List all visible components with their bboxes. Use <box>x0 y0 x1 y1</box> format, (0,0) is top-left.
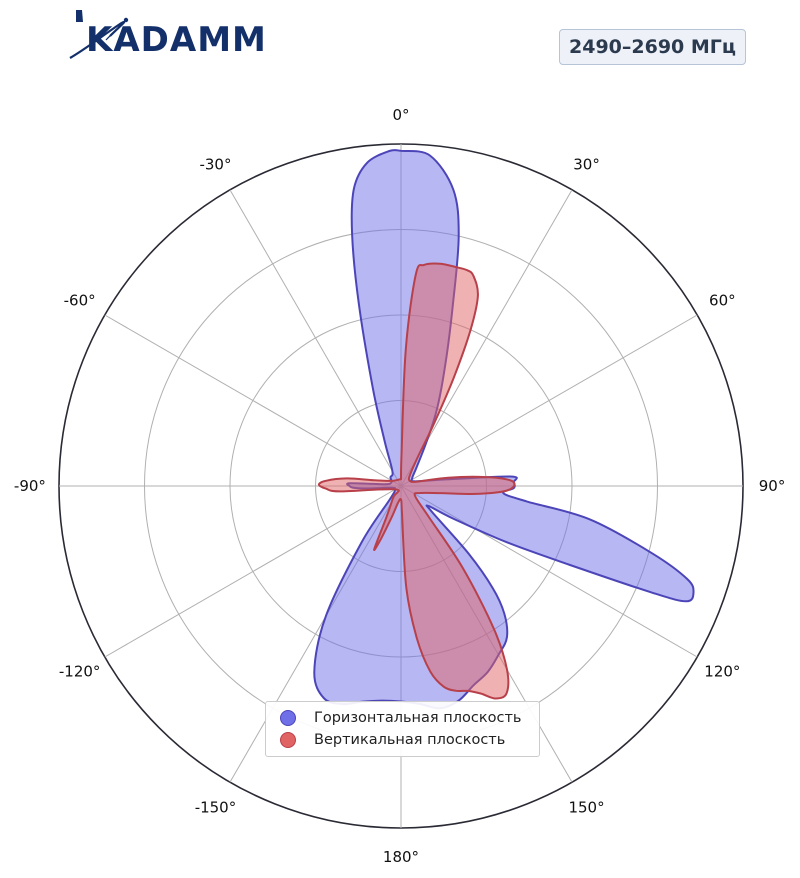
theta-tick-label: -30° <box>199 156 231 174</box>
theta-tick-label: -60° <box>64 291 96 309</box>
brand-logo <box>62 6 262 62</box>
theta-tick-label: 180° <box>383 848 419 866</box>
frequency-badge: 2490–2690 МГц <box>559 29 746 65</box>
theta-tick-label: -90° <box>14 477 46 495</box>
theta-tick-label: 30° <box>573 156 600 174</box>
series-vertical-area <box>317 262 516 700</box>
polar-spoke <box>104 485 402 658</box>
legend-label-horizontal: Горизонтальная плоскость <box>314 710 522 726</box>
legend-label-vertical: Вертикальная плоскость <box>314 732 506 748</box>
legend-item-horizontal: Горизонтальная плоскость <box>280 707 521 729</box>
polar-spoke <box>104 314 402 487</box>
legend-swatch-vertical <box>280 732 296 748</box>
series-layer <box>313 149 695 710</box>
theta-tick-label: 90° <box>759 477 786 495</box>
polar-spoke <box>400 314 698 487</box>
theta-ticks: 0° 30° 60° 90° 120° 150° 180° -150° -120° -90° -60… <box>14 106 785 866</box>
series-horizontal-area <box>313 149 695 710</box>
theta-tick-label: -150° <box>195 798 237 816</box>
legend-item-vertical: Вертикальная плоскость <box>280 729 505 751</box>
theta-tick-label: -120° <box>59 663 101 681</box>
legend-swatch-horizontal <box>280 710 296 726</box>
logo-mark-icon <box>69 10 129 59</box>
brand-name: KADAMM <box>86 20 267 60</box>
theta-tick-label: 60° <box>709 291 736 309</box>
theta-tick-label: 150° <box>568 798 604 816</box>
polar-spoke <box>400 189 573 487</box>
theta-tick-label: 120° <box>704 663 740 681</box>
legend: Горизонтальная плоскость Вертикальная пл… <box>265 701 540 757</box>
theta-tick-label: 0° <box>392 106 409 124</box>
polar-spoke <box>229 189 402 487</box>
